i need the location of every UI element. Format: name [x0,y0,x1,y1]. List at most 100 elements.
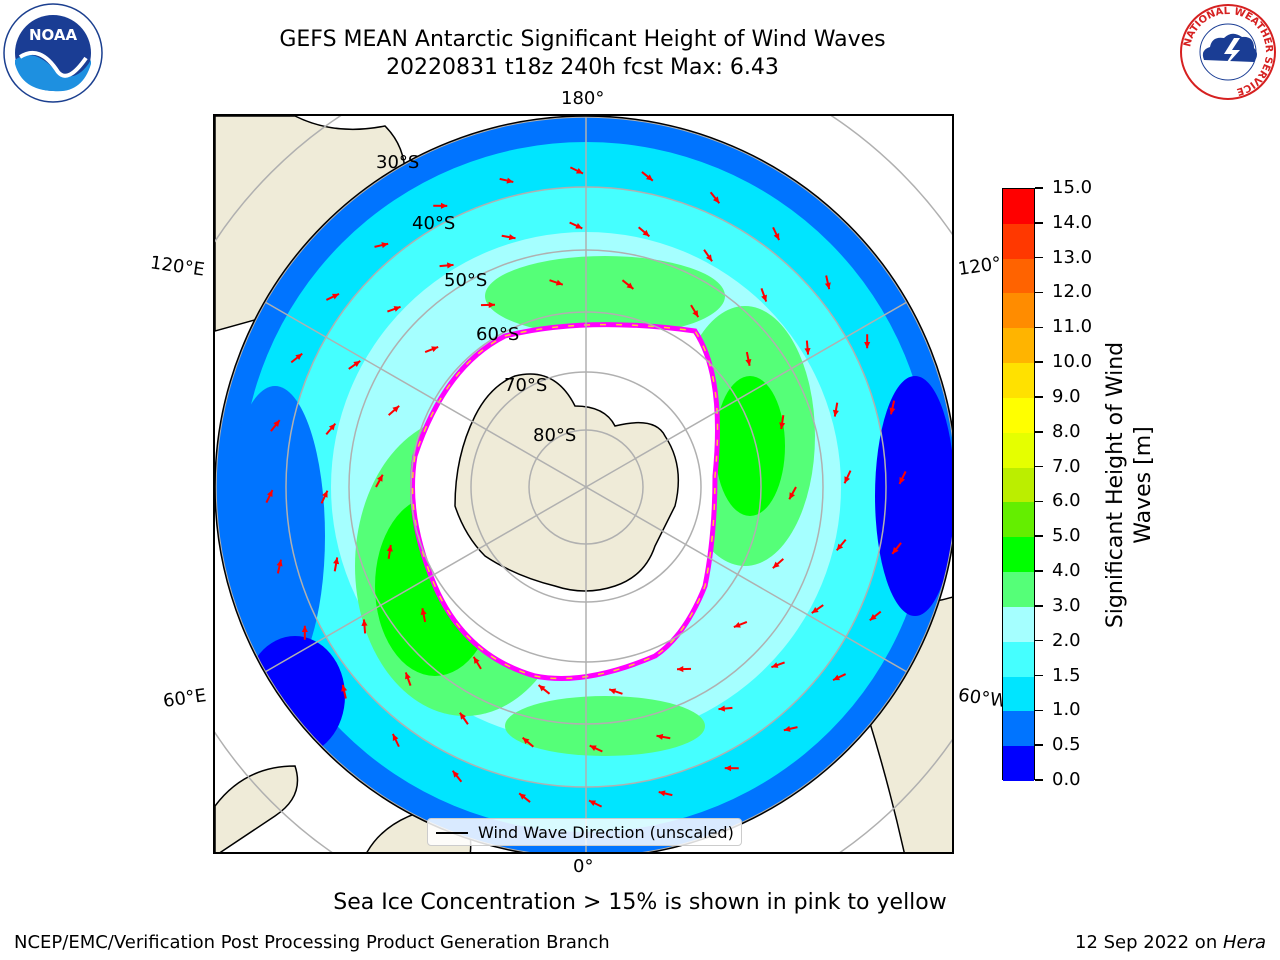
wave-arrow-head [836,543,844,551]
colorbar-segment [1003,537,1034,573]
colorbar-segment [1003,293,1034,329]
wave-arrow-head [361,619,368,627]
wave-arrow-head [811,606,819,614]
lon-label-top: 180° [561,88,605,109]
footer-date: 12 Sep 2022 on Hera [1075,932,1266,953]
colorbar-tick [1035,674,1043,677]
colorbar-tick [1035,291,1043,294]
colorbar-tick-label: 6.0 [1052,490,1081,512]
wave-arrow-head [452,770,459,778]
wave-arrow-head [889,407,896,415]
colorbar-tick [1035,361,1043,363]
wave-arrow-head [892,547,899,554]
wave-arrow-head [353,360,361,368]
wave-direction-arrows [265,166,907,808]
wave-arrow-head [420,608,427,616]
colorbar-tick [1035,779,1043,781]
colorbar-tick-label: 12.0 [1052,281,1093,303]
lon-label-upper-right: 120° [956,253,1003,280]
wave-arrow-head [783,725,791,732]
colorbar-tick [1035,396,1043,398]
colorbar-tick-label: 1.0 [1052,699,1081,721]
wave-arrow-head [488,301,495,308]
wave-arrow-head [392,405,400,413]
wave-arrow-head [646,174,653,181]
lat-label-80s: 80°S [533,425,577,446]
colorbar-segment [1003,432,1034,469]
lon-label-upper-left: 120°E [148,252,206,281]
nws-logo: NATIONAL WEATHER SERVICE [1180,4,1276,100]
lat-label-70s: 70°S [504,375,548,396]
wave-arrow-head [642,229,650,237]
colorbar-segment [1003,467,1034,503]
wave-arrow-head [301,625,308,633]
wave-arrow-head [381,242,389,249]
wave-arrow-head [724,765,732,772]
colorbar-tick [1035,500,1043,503]
colorbar-tick-label: 7.0 [1052,455,1081,477]
colorbar-segment [1003,397,1034,434]
legend-line-sample [436,832,468,834]
wave-arrow-head [575,167,583,174]
colorbar-segment [1003,502,1034,538]
colorbar-segment [1003,711,1034,747]
wave-arrow-head [555,279,563,286]
map-canvas [215,116,952,852]
wave-arrow-head [705,254,713,262]
colorbar-segment [1003,223,1034,260]
wave-arrow-head [832,674,840,681]
colorbar-tick-label: 8.0 [1052,420,1081,442]
noaa-logo-text: NOAA [29,26,78,44]
colorbar-tick-label: 9.0 [1052,385,1081,407]
colorbar-segment [1003,606,1034,643]
colorbar-tick [1035,709,1043,712]
wave-arrow-head [393,306,401,312]
colorbar-tick-label: 15.0 [1052,177,1093,198]
colorbar-tick [1035,326,1043,329]
wave-arrow-head [459,712,467,720]
colorbar-segment [1003,641,1034,678]
map-legend: Wind Wave Direction (unscaled) [427,818,742,846]
wave-arrow-head [772,561,780,569]
wave-arrow-head [341,684,348,692]
wave-arrow-head [386,544,393,552]
colorbar-tick [1035,570,1043,572]
wave-arrow-head [773,233,780,241]
wave-arrow-head [733,621,741,628]
wave-arrow-head [446,262,454,269]
wave-arrow-head [506,177,514,184]
wave-arrow-head [779,422,786,430]
wave-arrow-head [789,492,795,500]
wave-arrow-head [392,733,399,741]
wave-arrow-head [519,793,526,800]
colorbar-segment [1003,676,1034,712]
wave-arrow-head [273,420,280,427]
colorbar-tick-label: 14.0 [1052,211,1093,233]
wave-arrow-head [677,666,684,673]
wave-arrow-head [824,282,831,290]
wave-arrow-head [804,347,811,355]
wave-arrow-head [332,293,340,300]
colorbar-tick [1035,639,1043,642]
wave-arrow-head [718,705,726,712]
wave-arrow-head [869,614,877,621]
colorbar-tick-label: 10.0 [1052,351,1093,373]
wave-arrow-head [473,656,480,664]
lat-label-60s: 60°S [476,324,520,345]
colorbar-tick-label: 11.0 [1052,316,1093,338]
wave-arrow-head [844,476,850,484]
colorbar-segment [1003,363,1034,399]
wave-arrow-head [589,745,597,751]
wave-arrow-head [295,353,303,360]
wave-arrow-head [538,685,546,692]
wave-arrow-head [508,234,516,241]
colorbar-tick-label: 3.0 [1052,594,1081,616]
colorbar-tick-label: 5.0 [1052,525,1081,547]
wave-arrow-head [405,672,411,680]
colorbar-tick-label: 13.0 [1052,246,1093,268]
wave-arrow-head [333,557,340,565]
colorbar-segment [1003,328,1034,364]
lon-label-bottom: 0° [573,856,594,877]
lat-label-40s: 40°S [412,213,456,234]
wave-arrow-head [771,662,779,668]
